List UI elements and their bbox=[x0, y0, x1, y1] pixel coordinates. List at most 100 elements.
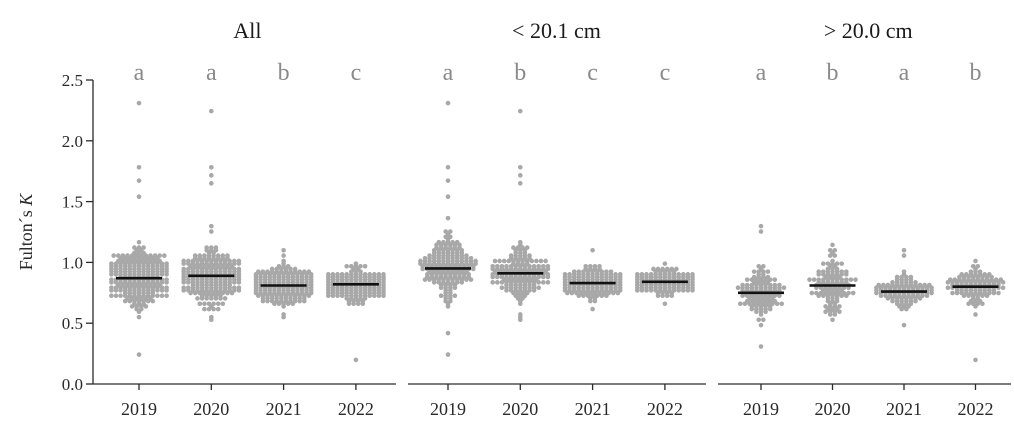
data-point bbox=[349, 263, 354, 269]
data-point bbox=[495, 263, 500, 269]
data-point bbox=[492, 258, 498, 264]
data-point bbox=[220, 301, 226, 307]
data-point bbox=[908, 274, 914, 280]
data-point bbox=[136, 239, 142, 245]
data-point bbox=[758, 322, 764, 328]
data-point bbox=[473, 258, 478, 264]
data-point bbox=[590, 247, 595, 253]
data-point bbox=[436, 239, 442, 245]
data-point bbox=[497, 258, 502, 264]
significance-letter: c bbox=[351, 60, 362, 86]
data-point bbox=[376, 272, 382, 277]
data-point bbox=[998, 277, 1004, 282]
data-point bbox=[674, 266, 679, 272]
panel-title: > 20.0 cm bbox=[824, 18, 913, 43]
data-point bbox=[202, 253, 207, 258]
x-tick-label: 2022 bbox=[647, 399, 683, 419]
data-point bbox=[109, 285, 114, 290]
data-point bbox=[281, 247, 286, 253]
data-point bbox=[422, 255, 428, 261]
data-point bbox=[113, 293, 119, 299]
data-point bbox=[136, 314, 142, 320]
data-point bbox=[950, 290, 955, 296]
data-point bbox=[987, 272, 992, 277]
data-point bbox=[454, 239, 460, 245]
data-point bbox=[339, 272, 345, 277]
data-point bbox=[120, 253, 126, 258]
data-point bbox=[225, 253, 230, 258]
data-point bbox=[964, 272, 969, 277]
data-point bbox=[362, 263, 368, 269]
y-tick-label: 2.5 bbox=[62, 71, 83, 90]
data-point bbox=[209, 314, 214, 320]
x-tick-label: 2022 bbox=[338, 399, 374, 419]
data-point bbox=[155, 293, 160, 299]
data-point bbox=[608, 269, 614, 274]
data-point bbox=[597, 263, 602, 269]
significance-letter: b bbox=[514, 60, 526, 86]
data-point bbox=[215, 301, 221, 307]
data-point bbox=[358, 263, 363, 269]
data-point bbox=[181, 285, 186, 290]
data-point bbox=[543, 258, 548, 264]
data-point bbox=[830, 242, 835, 248]
data-point bbox=[901, 322, 907, 328]
data-point bbox=[490, 263, 496, 269]
significance-letter: c bbox=[587, 60, 598, 86]
data-point bbox=[690, 272, 695, 277]
data-point bbox=[765, 274, 771, 280]
data-point bbox=[159, 293, 165, 299]
data-point bbox=[945, 285, 951, 290]
data-point bbox=[850, 290, 856, 296]
data-point bbox=[427, 253, 432, 258]
data-point bbox=[662, 301, 668, 307]
data-point bbox=[236, 285, 242, 290]
data-point bbox=[751, 274, 757, 280]
data-point bbox=[781, 285, 787, 290]
data-point bbox=[450, 239, 455, 245]
data-point bbox=[445, 330, 451, 336]
data-point bbox=[772, 282, 778, 288]
data-point bbox=[372, 272, 377, 277]
data-point bbox=[648, 272, 654, 277]
data-point bbox=[215, 306, 221, 312]
data-point bbox=[232, 285, 237, 290]
data-point bbox=[590, 306, 595, 312]
data-point bbox=[959, 272, 964, 277]
data-point bbox=[518, 239, 523, 245]
data-point bbox=[136, 100, 142, 106]
data-point bbox=[676, 272, 681, 277]
data-point bbox=[136, 165, 142, 170]
data-point bbox=[197, 301, 203, 307]
data-point bbox=[527, 253, 532, 258]
data-point bbox=[848, 277, 854, 282]
data-point bbox=[761, 317, 766, 323]
data-point bbox=[285, 263, 291, 269]
data-point bbox=[281, 253, 286, 258]
data-point bbox=[740, 282, 745, 288]
data-point bbox=[209, 108, 214, 114]
y-tick-label: 2.0 bbox=[62, 132, 83, 151]
data-point bbox=[297, 269, 303, 274]
data-point bbox=[438, 293, 444, 299]
x-tick-label: 2019 bbox=[430, 399, 466, 419]
data-point bbox=[816, 269, 821, 274]
data-point bbox=[837, 304, 842, 309]
data-point bbox=[545, 280, 551, 285]
data-point bbox=[335, 272, 340, 277]
data-point bbox=[255, 269, 261, 274]
data-point bbox=[917, 282, 923, 288]
data-point bbox=[890, 280, 895, 285]
data-point bbox=[809, 290, 815, 296]
panel-title: All bbox=[233, 18, 261, 43]
data-point bbox=[655, 266, 661, 272]
data-point bbox=[664, 266, 670, 272]
data-point bbox=[844, 277, 849, 282]
data-point bbox=[993, 277, 999, 282]
data-point bbox=[109, 293, 114, 299]
panel-3: > 20.0 cm 2019 a 2020 b 2021 a 2022 b bbox=[718, 18, 1011, 419]
data-point bbox=[136, 352, 142, 357]
data-point bbox=[186, 285, 191, 290]
data-point bbox=[499, 285, 505, 290]
data-point bbox=[811, 277, 817, 282]
